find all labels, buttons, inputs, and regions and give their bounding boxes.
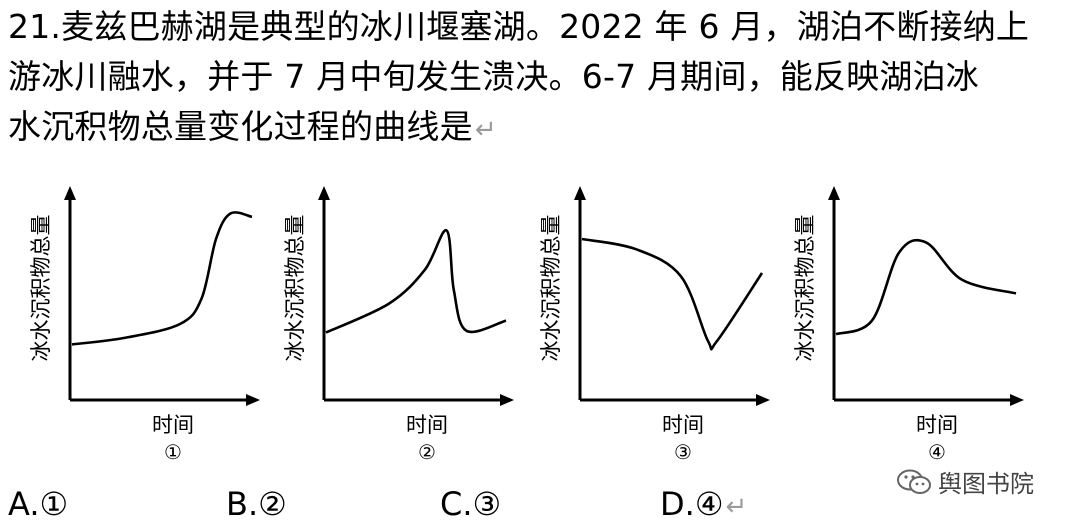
x-axis-label: 时间: [152, 413, 194, 437]
x-axis-arrow: [1010, 394, 1024, 406]
chart-number-label: ③: [674, 440, 692, 464]
x-axis-arrow: [500, 394, 514, 406]
question-line-1: 21.麦兹巴赫湖是典型的冰川堰塞湖。2022 年 6 月，湖泊不断接纳上: [8, 7, 1030, 46]
watermark: 舆图书院: [896, 464, 1034, 499]
series-line: [581, 237, 764, 351]
series-line: [325, 229, 507, 334]
x-axis-arrow: [756, 394, 770, 406]
chart-number-label: ④: [928, 440, 946, 464]
series-line: [835, 238, 1017, 336]
wechat-icon: [897, 469, 931, 494]
watermark-text: 舆图书院: [938, 470, 1034, 498]
chart-number-label: ①: [164, 440, 182, 464]
question-line-2: 游冰川融水，并于 7 月中旬发生溃决。6-7 月期间，能反映湖泊冰: [8, 57, 979, 96]
y-axis-arrow: [318, 186, 330, 200]
option-c: C.③: [440, 485, 502, 523]
y-axis-arrow: [574, 186, 586, 200]
x-axis-label: 时间: [406, 413, 448, 437]
y-axis-label: 冰水沉积物总量: [793, 215, 817, 362]
chart-number-label: ②: [418, 440, 436, 464]
question-text: 21.麦兹巴赫湖是典型的冰川堰塞湖。2022 年 6 月，湖泊不断接纳上 游冰川…: [8, 2, 1074, 155]
y-axis-arrow: [828, 186, 840, 200]
option-d: D.④↵: [660, 485, 748, 523]
return-mark-options: ↵: [725, 492, 748, 522]
y-axis-label: 冰水沉积物总量: [29, 215, 53, 362]
y-axis-arrow: [64, 186, 76, 200]
x-axis-arrow: [246, 394, 260, 406]
option-b: B.②: [226, 485, 287, 523]
y-axis-label: 冰水沉积物总量: [539, 215, 563, 362]
x-axis-label: 时间: [916, 413, 958, 437]
x-axis-label: 时间: [662, 413, 704, 437]
y-axis-label: 冰水沉积物总量: [283, 215, 307, 362]
option-a: A.①: [8, 485, 69, 523]
question-line-3: 水沉积物总量变化过程的曲线是↵: [8, 107, 497, 146]
series-line: [71, 211, 253, 346]
return-mark: ↵: [474, 115, 497, 145]
